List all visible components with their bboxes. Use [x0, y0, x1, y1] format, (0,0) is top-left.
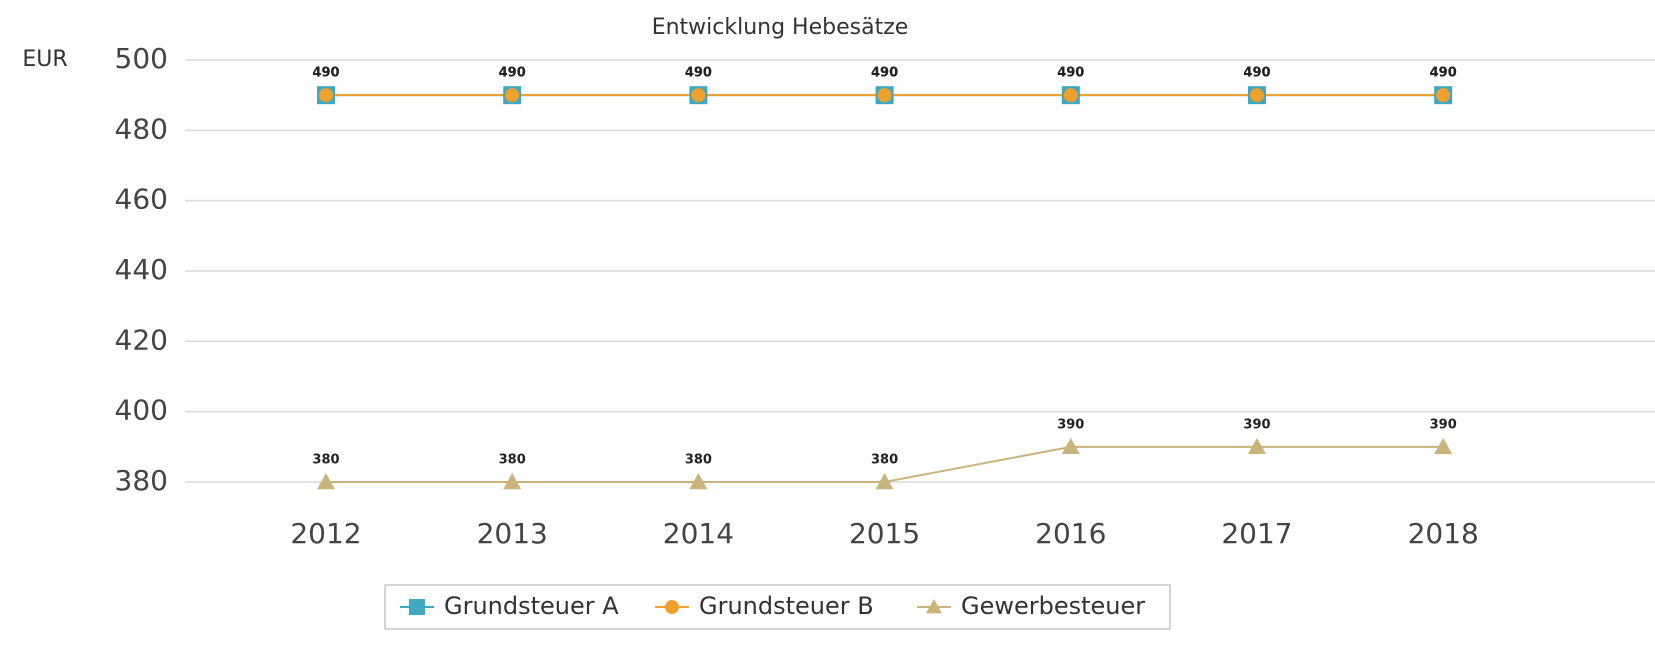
chart-title: Entwicklung Hebesätze [652, 15, 909, 40]
marker [1250, 88, 1264, 103]
marker [877, 88, 892, 103]
marker [317, 473, 335, 490]
x-tick-label: 2015 [849, 517, 920, 550]
data-label: 490 [1243, 66, 1270, 81]
y-tick-label: 420 [115, 323, 168, 356]
marker [1434, 437, 1453, 455]
marker [689, 473, 708, 490]
data-label: 390 [1243, 417, 1270, 432]
x-tick-label: 2016 [1035, 517, 1106, 550]
data-label: 490 [1430, 66, 1457, 81]
y-tick-label: 400 [115, 394, 168, 427]
data-label: 390 [1057, 417, 1084, 432]
legend-box [384, 584, 1171, 630]
data-label: 490 [1243, 66, 1270, 81]
legend-label: Gewerbesteuer [961, 592, 1145, 620]
data-label: 380 [312, 453, 339, 468]
data-label: 490 [871, 66, 898, 81]
marker [665, 600, 679, 614]
x-tick-label: 2013 [477, 517, 548, 550]
marker [875, 473, 894, 490]
y-tick-label: 500 [115, 42, 168, 75]
marker [926, 599, 942, 614]
y-tick-label: 460 [115, 183, 168, 216]
x-tick-label: 2018 [1408, 517, 1479, 550]
data-label: 490 [499, 66, 526, 81]
data-label: 490 [685, 66, 712, 81]
data-label: 380 [499, 453, 526, 468]
data-label: 490 [685, 66, 712, 81]
marker [503, 473, 522, 490]
data-label: 490 [1057, 66, 1084, 81]
marker [505, 88, 520, 103]
data-label: 390 [1430, 417, 1457, 432]
data-label: 490 [312, 66, 339, 81]
data-label: 490 [1057, 66, 1084, 81]
data-label: 490 [499, 66, 526, 81]
y-axis-label: EUR [22, 47, 67, 72]
marker [1248, 437, 1266, 455]
data-label: 490 [312, 66, 339, 81]
data-label: 490 [871, 66, 898, 81]
marker [319, 88, 333, 103]
x-tick-label: 2017 [1221, 517, 1292, 550]
marker [1061, 437, 1080, 455]
y-tick-label: 380 [115, 464, 168, 497]
legend-label: Grundsteuer A [444, 592, 619, 620]
x-tick-label: 2012 [290, 517, 361, 550]
marker [409, 599, 425, 615]
data-label: 380 [685, 453, 712, 468]
marker [1436, 88, 1451, 103]
x-tick-label: 2014 [663, 517, 734, 550]
data-label: 380 [871, 453, 898, 468]
marker [691, 88, 706, 103]
y-tick-label: 440 [115, 253, 168, 286]
y-tick-label: 480 [115, 112, 168, 145]
data-label: 490 [1430, 66, 1457, 81]
marker [1063, 88, 1078, 103]
legend-label: Grundsteuer B [699, 592, 874, 620]
